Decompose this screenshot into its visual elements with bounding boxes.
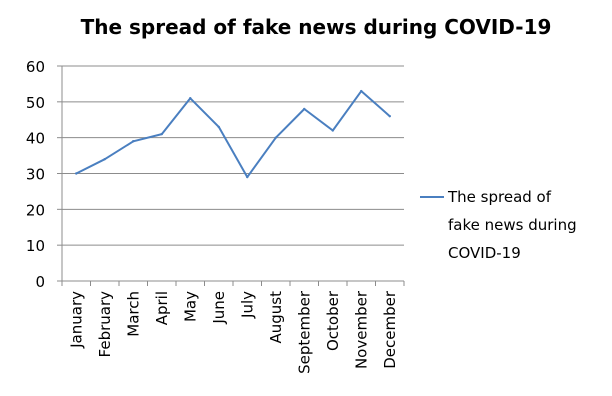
series-line-0	[75, 90, 391, 179]
x-tick-label-july: July	[238, 291, 256, 319]
y-axis-tick-labels: 0 10 20 30 40 50 60	[26, 58, 45, 291]
legend-label-line-2: fake news during	[448, 216, 577, 234]
chart-title: The spread of fake news during COVID-19	[81, 15, 552, 39]
x-tick-label-may: May	[181, 291, 199, 322]
y-tick-label-60: 60	[26, 58, 45, 76]
legend-label-line-3: COVID-19	[448, 244, 521, 262]
x-tick-label-november: November	[352, 290, 370, 369]
legend-label-line-1: The spread of	[447, 188, 552, 206]
data-point-may	[189, 97, 192, 100]
x-tick-label-february: February	[96, 291, 114, 358]
data-point-december	[388, 114, 391, 118]
data-point-november	[360, 89, 363, 93]
x-axis-tick-labels: January February March April May June July Augu…	[67, 290, 399, 374]
y-tick-label-10: 10	[26, 237, 45, 255]
data-point-january	[75, 172, 78, 175]
x-tick-label-june: June	[210, 291, 228, 325]
y-tick-label-40: 40	[26, 130, 45, 148]
gridlines	[62, 65, 404, 246]
y-tick-label-30: 30	[26, 166, 45, 184]
data-point-august	[274, 136, 277, 139]
data-point-october	[331, 129, 334, 132]
x-tick-label-october: October	[324, 290, 342, 351]
y-tick-label-20: 20	[26, 201, 45, 219]
y-tick-label-0: 0	[35, 273, 45, 291]
x-tick-label-august: August	[267, 291, 285, 344]
axes	[57, 65, 405, 286]
x-tick-label-april: April	[153, 291, 171, 325]
legend: The spread of fake news during COVID-19	[420, 188, 577, 262]
x-tick-label-december: December	[381, 290, 399, 369]
data-point-april	[160, 132, 163, 136]
data-point-february	[103, 157, 106, 161]
data-point-june	[217, 125, 220, 129]
y-tick-label-50: 50	[26, 94, 45, 112]
x-tick-label-september: September	[295, 290, 313, 374]
data-point-march	[132, 140, 135, 143]
series-layer	[75, 89, 391, 179]
data-point-july	[246, 175, 249, 179]
x-tick-label-january: January	[67, 291, 85, 349]
x-tick-label-march: March	[124, 291, 142, 337]
data-point-september	[303, 107, 306, 111]
